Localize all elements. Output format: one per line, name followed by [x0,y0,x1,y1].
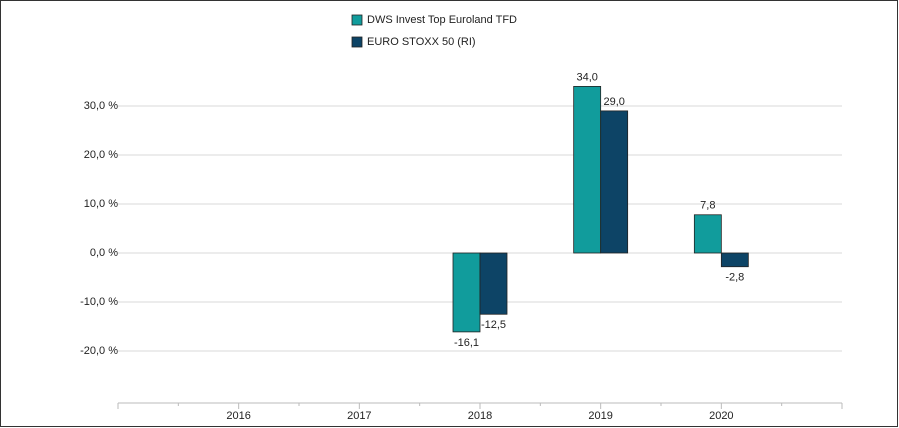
data-label: 29,0 [603,96,624,108]
y-tick-label: 20,0 % [84,149,118,161]
data-label: -16,1 [454,337,479,349]
bar [693,214,722,254]
legend-label: EURO STOXX 50 (RI) [367,36,476,48]
x-tick-label: 2017 [347,410,371,422]
data-label: -12,5 [481,319,506,331]
y-tick-label: 10,0 % [84,198,118,210]
x-tick-label: 2018 [468,410,492,422]
data-label: -2,8 [725,272,744,284]
data-label: 34,0 [576,71,597,83]
legend-swatch [351,14,363,26]
bar [479,252,508,315]
y-tick-label: 0,0 % [90,247,118,259]
y-tick-label: -10,0 % [80,296,118,308]
data-label: 7,8 [700,200,715,212]
x-tick-label: 2016 [226,410,250,422]
y-tick-label: 30,0 % [84,100,118,112]
x-tick-label: 2020 [709,410,733,422]
bar [720,252,749,268]
x-tick-label: 2019 [588,410,612,422]
y-tick-label: -20,0 % [80,345,118,357]
bar [600,110,629,254]
legend-label: DWS Invest Top Euroland TFD [367,14,517,26]
bar [452,252,481,333]
legend-swatch [351,36,363,48]
bar [573,86,602,254]
